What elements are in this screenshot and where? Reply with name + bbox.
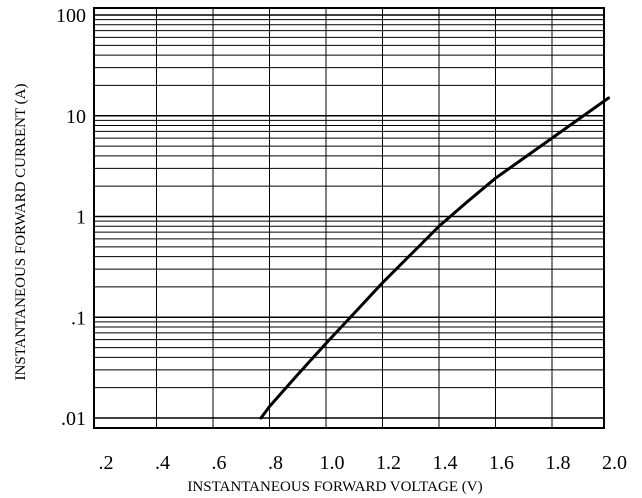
x-tick-label: .4 bbox=[155, 452, 170, 474]
series-layer bbox=[259, 96, 610, 420]
x-axis-label: INSTANTANEOUS FORWARD VOLTAGE (V) bbox=[187, 479, 482, 495]
x-tick-label: 2.0 bbox=[602, 452, 627, 474]
plot-frame bbox=[93, 7, 605, 429]
y-tick-label: .01 bbox=[61, 408, 86, 430]
x-tick-labels: .2 .4 .6 .8 1.0 1.2 1.4 1.6 1.8 2.0 bbox=[99, 452, 628, 474]
horizontal-gridlines bbox=[94, 14, 604, 419]
y-tick-labels: .01 .1 1 10 100 bbox=[56, 5, 86, 430]
y-tick-label: 10 bbox=[66, 106, 86, 128]
series-line bbox=[259, 96, 610, 420]
x-tick-label: 1.0 bbox=[320, 452, 345, 474]
x-tick-label: .2 bbox=[99, 452, 114, 474]
y-tick-label: 100 bbox=[56, 5, 86, 27]
y-axis-label: INSTANTANEOUS FORWARD CURRENT (A) bbox=[13, 84, 29, 381]
x-tick-label: 1.6 bbox=[489, 452, 514, 474]
vertical-gridlines bbox=[156, 8, 553, 428]
x-tick-label: 1.4 bbox=[433, 452, 458, 474]
x-tick-label: .6 bbox=[212, 452, 227, 474]
x-tick-label: 1.2 bbox=[376, 452, 401, 474]
x-tick-label: .8 bbox=[268, 452, 283, 474]
y-tick-label: .1 bbox=[71, 307, 86, 329]
y-tick-label: 1 bbox=[76, 207, 86, 229]
x-tick-label: 1.8 bbox=[546, 452, 571, 474]
